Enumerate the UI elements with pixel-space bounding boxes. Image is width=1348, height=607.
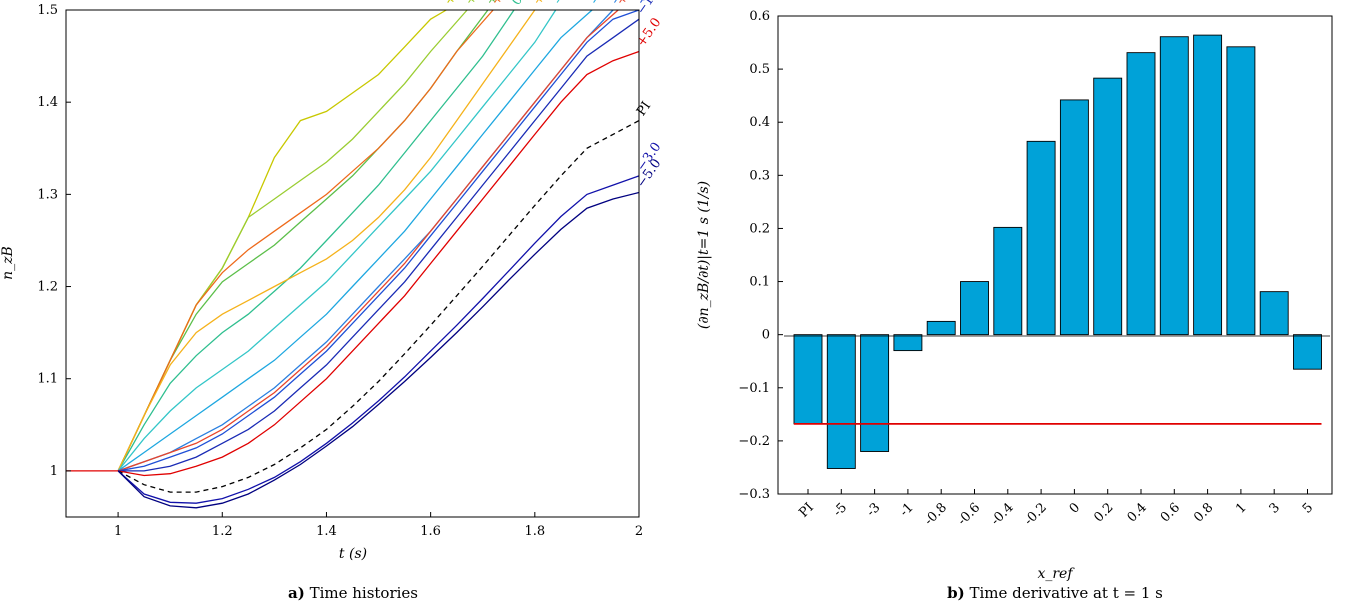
bar [1159, 36, 1189, 336]
x-tick-label-right: 1 [1233, 500, 1249, 516]
series-line [117, 9, 515, 472]
y-tick-label: 1.3 [37, 187, 58, 202]
bar [926, 320, 956, 336]
bar [1226, 46, 1256, 336]
bar [793, 334, 823, 425]
y-tick-label-right: −0.3 [738, 487, 770, 502]
x-tick-label-right: 5 [1300, 500, 1316, 516]
series-group [66, 9, 640, 509]
series-line [117, 120, 640, 493]
series-line [117, 9, 536, 472]
x-tick-label-right: -5 [831, 500, 851, 520]
x-ticks: 1 1.2 1.4 1.6 1.8 2 [114, 512, 643, 539]
series-line [117, 175, 640, 504]
y-tick-label: 1 [50, 464, 58, 479]
x-tick-label-right: 0.2 [1091, 500, 1116, 525]
series-line [118, 18, 640, 472]
bar [1093, 77, 1123, 336]
x-tick-label-right: PI [796, 500, 816, 520]
caption-a: a) Time histories [288, 584, 418, 602]
y-tick-label: 1.1 [37, 372, 58, 387]
right-axes-frame [777, 15, 1333, 495]
x-tick-label-right: 0.8 [1191, 500, 1216, 525]
series-line [117, 9, 593, 472]
y-tick-label-right: 0.5 [749, 62, 770, 77]
caption-a-text: Time histories [310, 584, 418, 602]
left-axes-frame [65, 9, 640, 518]
series-line [117, 9, 447, 472]
time-histories-plot: +0.6+0.4+0.2+1.00.0+0.8−0.2−0.4−0.6+3.0−… [0, 0, 664, 602]
y-tick-label: 1.5 [37, 3, 58, 18]
series-line [117, 9, 640, 472]
bar [1193, 34, 1223, 336]
series-line [117, 9, 489, 472]
y-tick-label-right: 0 [762, 328, 770, 343]
y-ticks: 1 1.1 1.2 1.3 1.4 1.5 [37, 3, 71, 479]
caption-a-letter: a) [288, 584, 305, 602]
series-line [117, 191, 640, 509]
y-tick-label-right: 0.4 [749, 115, 770, 130]
x-tick-label-right: -0.2 [1022, 500, 1050, 528]
x-tick-label-right: 3 [1267, 500, 1283, 516]
bar [993, 226, 1023, 336]
bar [1126, 52, 1156, 336]
x-axis-label: t (s) [339, 546, 367, 562]
bar [893, 334, 923, 352]
series-label: 0.0 [509, 0, 533, 8]
bar [860, 334, 890, 452]
y-axis-label-right: (∂n_zB/∂t)|t=1 s (1/s) [696, 181, 712, 329]
x-tick-label-right: 0.6 [1158, 500, 1183, 525]
x-tick-label: 1.6 [420, 524, 441, 539]
y-tick-label-right: 0.2 [749, 221, 770, 236]
bar [1259, 291, 1289, 336]
y-axis-label: n_zB [0, 246, 16, 280]
y-tick-label-right: 0.3 [749, 168, 770, 183]
caption-b: b) Time derivative at t = 1 s [947, 584, 1163, 602]
y-tick-label-right: −0.2 [738, 434, 770, 449]
bar [1293, 334, 1322, 370]
series-label: −0.2 [551, 0, 581, 8]
caption-b-text: Time derivative at t = 1 s [970, 584, 1163, 602]
x-tick-label-right: -0.8 [922, 500, 950, 528]
y-tick-label: 1.2 [37, 280, 58, 295]
bars-group [793, 34, 1322, 469]
x-tick-label-right: 0 [1067, 500, 1083, 516]
series-label: PI [634, 99, 654, 119]
y-tick-label-right: 0.1 [749, 275, 770, 290]
series-line [117, 50, 640, 477]
x-tick-label: 1 [114, 524, 122, 539]
x-tick-label-right: -0.4 [988, 500, 1016, 528]
x-tick-label-right: -3 [864, 500, 884, 520]
bar [960, 281, 989, 336]
time-derivative-plot: −0.3 −0.2 −0.1 0 0.1 0.2 0.3 0.4 0.5 0.6 PI -5 -3 -1… [696, 9, 1333, 602]
y-tick-label-right: 0.6 [749, 9, 770, 24]
x-tick-label-right: -0.6 [955, 500, 983, 528]
x-tick-label: 1.8 [524, 524, 545, 539]
y-tick-label-right: −0.1 [738, 381, 770, 396]
series-line [117, 9, 468, 472]
bar [826, 334, 856, 469]
x-tick-label-right: -1 [897, 500, 917, 520]
bar [1026, 140, 1056, 336]
caption-b-letter: b) [947, 584, 965, 602]
bar [1059, 99, 1089, 336]
x-tick-label: 1.2 [212, 524, 233, 539]
y-tick-label: 1.4 [37, 95, 58, 110]
y-ticks-right: −0.3 −0.2 −0.1 0 0.1 0.2 0.3 0.4 0.5 0.6 [738, 9, 783, 502]
x-ticks-right: PI -5 -3 -1 -0.8 -0.6 -0.4 -0.2 0 0.2 0.4 0.6 0.8 1 3 5 [796, 489, 1316, 529]
series-line [117, 9, 557, 472]
x-tick-label: 1.4 [316, 524, 337, 539]
x-tick-label-right: 0.4 [1125, 500, 1150, 525]
x-axis-label-right: x_ref [1037, 566, 1075, 582]
x-tick-label: 2 [635, 524, 643, 539]
series-line [117, 9, 619, 472]
series-line [117, 9, 494, 472]
